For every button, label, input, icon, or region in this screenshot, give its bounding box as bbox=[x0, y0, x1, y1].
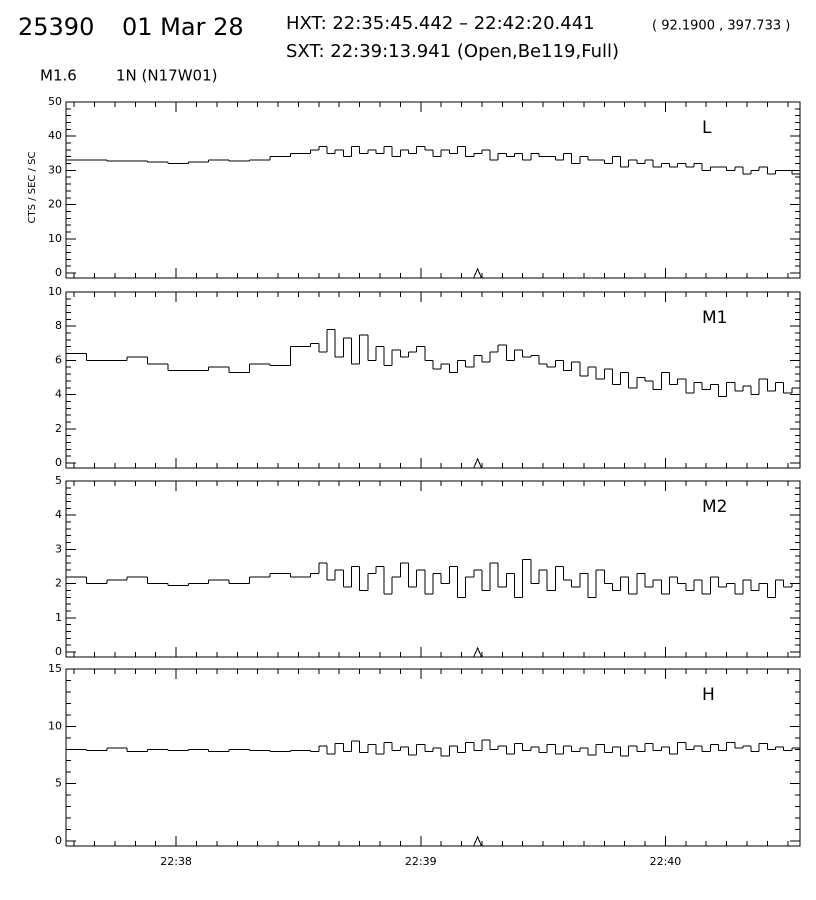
y-tick-label: 0 bbox=[55, 266, 62, 279]
x-tick-label: 22:39 bbox=[405, 855, 437, 868]
y-tick-label: 50 bbox=[48, 95, 62, 108]
y-tick-label: 0 bbox=[55, 645, 62, 658]
y-tick-label: 1 bbox=[55, 611, 62, 624]
sxt-marker bbox=[472, 457, 483, 469]
x-tick-label: 22:40 bbox=[650, 855, 682, 868]
y-tick-label: 2 bbox=[55, 422, 62, 435]
plot-frame bbox=[65, 291, 801, 469]
hxt-position: ( 92.1900 , 397.733 ) bbox=[652, 19, 790, 34]
date: 01 Mar 28 bbox=[122, 13, 244, 41]
y-tick-label: 6 bbox=[55, 353, 62, 366]
y-tick-label: 4 bbox=[55, 388, 62, 401]
y-tick-label: 10 bbox=[48, 232, 62, 245]
orbit: 25390 bbox=[18, 13, 94, 41]
plot-frame bbox=[65, 101, 801, 279]
y-tick-label: 40 bbox=[48, 129, 62, 142]
y-tick-label: 20 bbox=[48, 198, 62, 211]
sxt-marker bbox=[472, 646, 483, 658]
y-tick-label: 8 bbox=[55, 319, 62, 332]
plot-frame bbox=[65, 480, 801, 658]
x-tick-label: 22:38 bbox=[160, 855, 192, 868]
panel-title: H bbox=[702, 685, 715, 705]
sxt-marker bbox=[472, 267, 483, 279]
region: 1N (N17W01) bbox=[116, 67, 217, 85]
y-axis-label: CTS / SEC / SC bbox=[27, 152, 38, 224]
y-tick-label: 0 bbox=[55, 834, 62, 847]
flare-class: M1.6 bbox=[40, 67, 77, 85]
hxt-time: HXT: 22:35:45.442 – 22:42:20.441 bbox=[286, 13, 595, 34]
sxt-time: SXT: 22:39:13.941 (Open,Be119,Full) bbox=[286, 41, 619, 62]
y-tick-label: 2 bbox=[55, 577, 62, 590]
y-tick-label: 30 bbox=[48, 163, 62, 176]
y-tick-label: 3 bbox=[55, 542, 62, 555]
y-tick-label: 5 bbox=[55, 777, 62, 790]
plot-frame bbox=[65, 668, 801, 847]
panel-title: M1 bbox=[702, 308, 727, 328]
y-tick-label: 4 bbox=[55, 508, 62, 521]
y-tick-label: 5 bbox=[55, 474, 62, 487]
y-tick-label: 10 bbox=[48, 285, 62, 298]
y-tick-label: 0 bbox=[55, 456, 62, 469]
panel-title: M2 bbox=[702, 497, 727, 517]
panel-title: L bbox=[702, 118, 712, 138]
sxt-marker bbox=[472, 835, 483, 847]
y-tick-label: 10 bbox=[48, 719, 62, 732]
y-tick-label: 15 bbox=[48, 662, 62, 675]
